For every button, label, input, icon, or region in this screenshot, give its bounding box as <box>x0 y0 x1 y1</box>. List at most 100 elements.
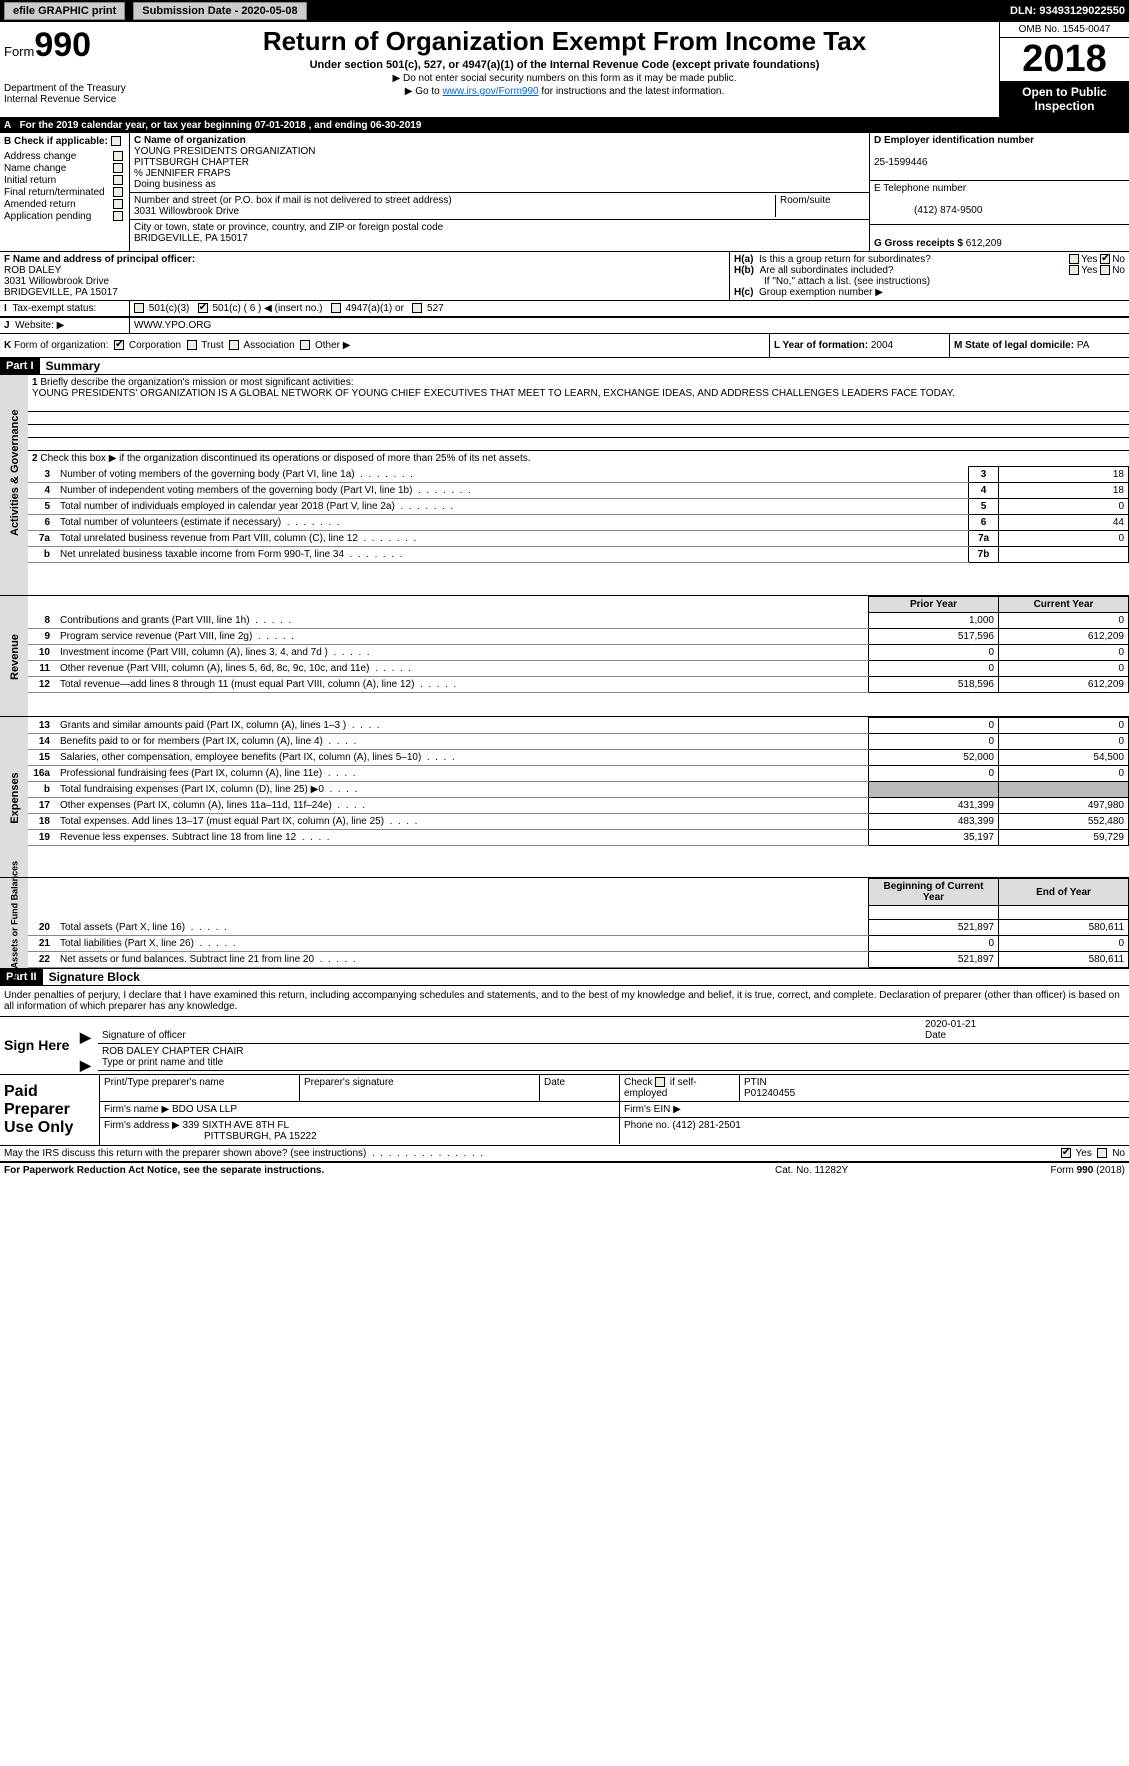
b-check[interactable] <box>113 199 123 209</box>
table-row: bTotal fundraising expenses (Part IX, co… <box>28 782 1129 798</box>
other-check[interactable] <box>300 340 310 350</box>
col-c: C Name of organization YOUNG PRESIDENTS … <box>130 133 869 251</box>
4947-check[interactable] <box>331 303 341 313</box>
table-row: 15Salaries, other compensation, employee… <box>28 750 1129 766</box>
mission-text: YOUNG PRESIDENTS' ORGANIZATION IS A GLOB… <box>32 388 955 399</box>
prep-date-hdr: Date <box>540 1075 620 1101</box>
org-name-2: PITTSBURGH CHAPTER <box>134 157 249 168</box>
officer-addr1: 3031 Willowbrook Drive <box>4 276 109 287</box>
signature-block: Sign Here ▶▶ Signature of officer 2020-0… <box>0 1016 1129 1075</box>
b-check[interactable] <box>113 175 123 185</box>
row-j: J Website: ▶ WWW.YPO.ORG <box>0 317 1129 334</box>
subtitle-1: Under section 501(c), 527, or 4947(a)(1)… <box>138 59 991 71</box>
row-m: M State of legal domicile: PA <box>949 334 1129 357</box>
row-l: L Year of formation: 2004 <box>769 334 949 357</box>
firm-name: BDO USA LLP <box>172 1104 237 1115</box>
k-other: Other ▶ <box>315 340 350 351</box>
efile-button[interactable]: efile GRAPHIC print <box>4 2 125 20</box>
527-check[interactable] <box>412 303 422 313</box>
part-ii-header: Part II Signature Block <box>0 969 1129 986</box>
b-check[interactable] <box>113 163 123 173</box>
officer-name: ROB DALEY <box>4 265 61 276</box>
discuss-yes-check[interactable] <box>1061 1148 1071 1158</box>
paid-label: Paid Preparer Use Only <box>0 1075 100 1145</box>
discuss-yes: Yes <box>1076 1148 1092 1159</box>
prep-name-hdr: Print/Type preparer's name <box>100 1075 300 1101</box>
col-d: D Employer identification number 25-1599… <box>869 133 1129 251</box>
b-check[interactable] <box>113 151 123 161</box>
discuss-row: May the IRS discuss this return with the… <box>0 1146 1129 1163</box>
sub3-pre: ▶ Go to <box>405 86 443 97</box>
opt-501c3: 501(c)(3) <box>149 303 190 314</box>
k-trust: Trust <box>201 340 223 351</box>
yes-text2: Yes <box>1081 265 1097 276</box>
firm-phone-label: Phone no. <box>624 1120 672 1131</box>
phone-label: E Telephone number <box>874 183 966 194</box>
open-to-public: Open to Public Inspection <box>1000 81 1129 117</box>
check-applicable-icon[interactable] <box>111 136 121 146</box>
prep-sig-hdr: Preparer's signature <box>300 1075 540 1101</box>
sub3-post: for instructions and the latest informat… <box>539 86 725 97</box>
501c-check[interactable] <box>198 303 208 313</box>
subtitle-3: ▶ Go to www.irs.gov/Form990 for instruct… <box>138 86 991 97</box>
discuss-no-check[interactable] <box>1097 1148 1107 1158</box>
b-header: Check if applicable: <box>14 136 108 147</box>
self-employed-text: Check <box>624 1077 655 1088</box>
gross-receipts-value: 612,209 <box>966 238 1002 249</box>
dept-treasury: Department of the Treasury <box>4 83 126 94</box>
table-row: 17Other expenses (Part IX, column (A), l… <box>28 798 1129 814</box>
discuss-no: No <box>1112 1148 1125 1159</box>
501c3-check[interactable] <box>134 303 144 313</box>
arrow-icon: ▶ <box>80 1057 91 1073</box>
hb-no-check[interactable] <box>1100 265 1110 275</box>
part-i-bar: Part I <box>0 358 40 374</box>
table-row: 19Revenue less expenses. Subtract line 1… <box>28 830 1129 846</box>
footer: For Paperwork Reduction Act Notice, see … <box>0 1163 1129 1178</box>
city-label: City or town, state or province, country… <box>134 222 443 233</box>
table-row: 11Other revenue (Part VIII, column (A), … <box>28 661 1129 677</box>
ha-yes-check[interactable] <box>1069 254 1079 264</box>
ptin-label: PTIN <box>744 1077 767 1088</box>
q2-text: Check this box ▶ if the organization dis… <box>40 453 530 464</box>
section-expenses: Expenses 13Grants and similar amounts pa… <box>0 717 1129 878</box>
form-number: Form990 <box>4 26 126 65</box>
trust-check[interactable] <box>187 340 197 350</box>
irs-text: Internal Revenue Service <box>4 94 126 105</box>
b-check[interactable] <box>113 211 123 221</box>
org-name-3: % JENNIFER FRAPS <box>134 168 231 179</box>
irs-link[interactable]: www.irs.gov/Form990 <box>442 86 538 97</box>
table-row: 22Net assets or fund balances. Subtract … <box>28 952 1129 968</box>
b-item: Address change <box>4 151 125 162</box>
firm-name-label: Firm's name ▶ <box>104 1104 169 1115</box>
hb-text: Are all subordinates included? <box>760 265 894 276</box>
submission-date-button[interactable]: Submission Date - 2020-05-08 <box>133 2 306 20</box>
cat-no: Cat. No. 11282Y <box>775 1165 975 1176</box>
tab-expenses: Expenses <box>9 743 21 853</box>
assoc-check[interactable] <box>229 340 239 350</box>
f-label: F Name and address of principal officer: <box>4 254 195 265</box>
ha-no-check[interactable] <box>1100 254 1110 264</box>
l-label: L Year of formation: <box>774 340 871 351</box>
part-ii-title: Signature Block <box>43 970 140 984</box>
hb-yes-check[interactable] <box>1069 265 1079 275</box>
website-value: WWW.YPO.ORG <box>130 318 1129 333</box>
table-row: 10Investment income (Part VIII, column (… <box>28 645 1129 661</box>
self-employed-check[interactable] <box>655 1077 665 1087</box>
b-item: Amended return <box>4 199 125 210</box>
form-header: Form990 Department of the Treasury Inter… <box>0 22 1129 118</box>
form-prefix-text: Form <box>4 44 34 59</box>
sig-officer-label: Signature of officer <box>102 1030 186 1041</box>
m-label: M State of legal domicile: <box>954 340 1077 351</box>
sig-date-label: Date <box>925 1030 946 1041</box>
table-header: Beginning of Current YearEnd of Year <box>28 879 1129 906</box>
part-i-header: Part I Summary <box>0 358 1129 375</box>
i-label: Tax-exempt status: <box>12 303 96 314</box>
arrow-icon: ▶ <box>80 1029 91 1045</box>
firm-addr1: 339 SIXTH AVE 8TH FL <box>183 1120 290 1131</box>
b-check[interactable] <box>113 187 123 197</box>
col-b-checkboxes: B Check if applicable: Address change Na… <box>0 133 130 251</box>
section-revenue: Revenue Prior YearCurrent Year8Contribut… <box>0 596 1129 717</box>
omb-number: OMB No. 1545-0047 <box>1000 22 1129 38</box>
part-ii-bar: Part II <box>0 969 43 985</box>
corp-check[interactable] <box>114 340 124 350</box>
